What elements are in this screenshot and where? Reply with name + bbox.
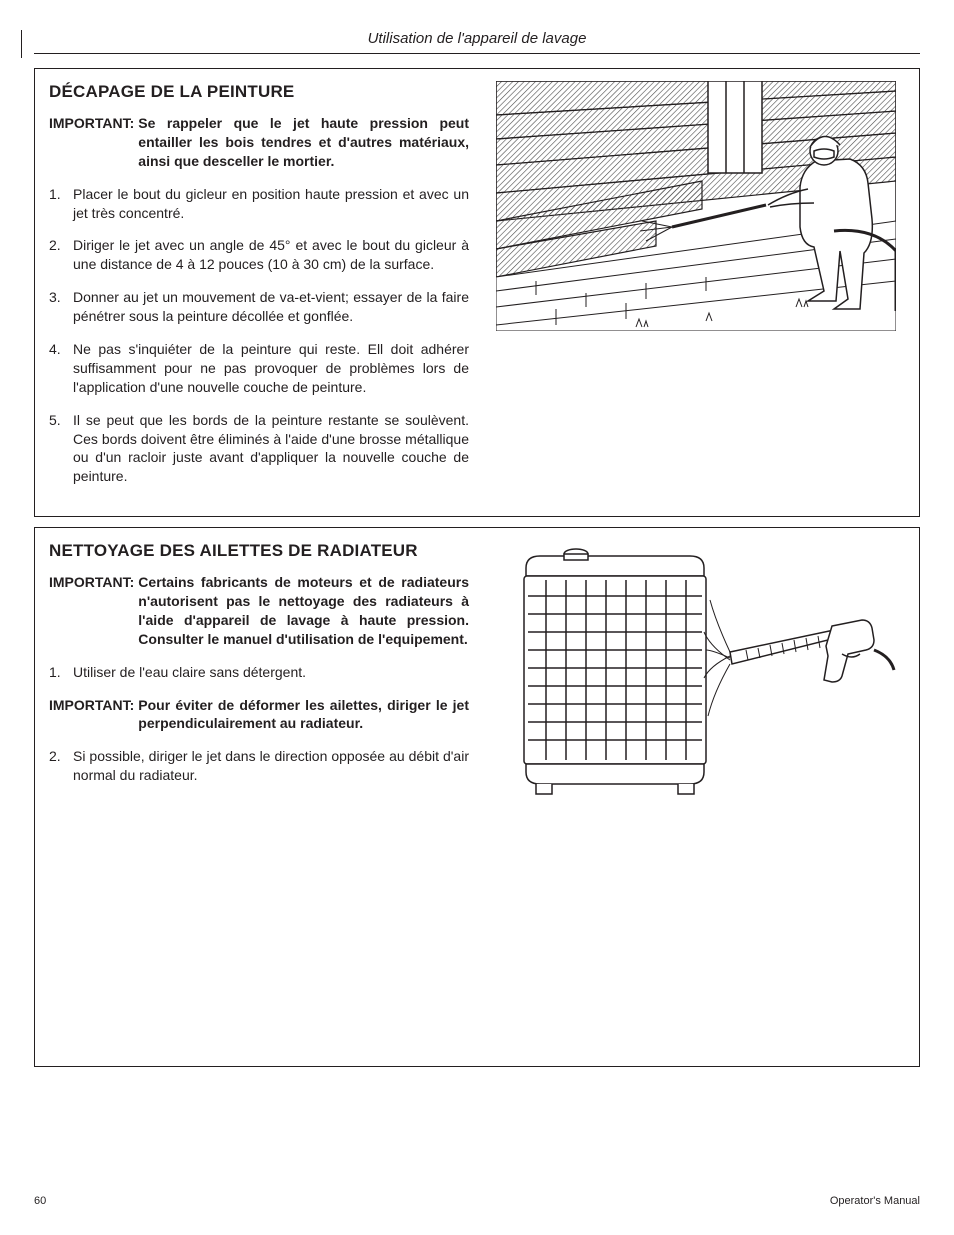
step-text: Donner au jet un mouvement de va-et-vien… xyxy=(73,288,469,326)
page-number: 60 xyxy=(34,1195,46,1207)
step-text: Ne pas s'inquiéter de la peinture qui re… xyxy=(73,340,469,397)
step-text: Utiliser de l'eau claire sans détergent. xyxy=(73,663,469,682)
text-column-1: DÉCAPAGE DE LA PEINTURE IMPORTANT: Se ra… xyxy=(49,81,469,500)
important-label: IMPORTANT: xyxy=(49,114,138,171)
step-text: Il se peut que les bords de la peinture … xyxy=(73,411,469,487)
panel-radiator-fins: NETTOYAGE DES AILETTES DE RADIATEUR IMPO… xyxy=(34,527,920,1067)
section-title-2: NETTOYAGE DES AILETTES DE RADIATEUR xyxy=(49,540,469,563)
step-text: Diriger le jet avec un angle de 45° et a… xyxy=(73,236,469,274)
step-item: Si possible, diriger le jet dans le dire… xyxy=(49,747,469,785)
section-title-1: DÉCAPAGE DE LA PEINTURE xyxy=(49,81,469,104)
step-text: Placer le bout du gicleur en position ha… xyxy=(73,185,469,223)
steps-list-2b: Si possible, diriger le jet dans le dire… xyxy=(49,747,469,785)
important-note-1: IMPORTANT: Se rappeler que le jet haute … xyxy=(49,114,469,171)
illustration-2-container xyxy=(487,540,905,800)
important-note-2a: IMPORTANT: Certains fabricants de moteur… xyxy=(49,573,469,649)
step-item: Il se peut que les bords de la peinture … xyxy=(49,411,469,487)
text-column-2: NETTOYAGE DES AILETTES DE RADIATEUR IMPO… xyxy=(49,540,469,799)
running-head: Utilisation de l'appareil de lavage xyxy=(34,30,920,54)
radiator-illustration xyxy=(496,540,896,800)
important-label: IMPORTANT: xyxy=(49,573,138,649)
page: Utilisation de l'appareil de lavage DÉCA… xyxy=(0,0,954,1235)
manual-label: Operator's Manual xyxy=(830,1195,920,1207)
important-text-2a: Certains fabricants de moteurs et de rad… xyxy=(138,573,469,649)
important-text-1: Se rappeler que le jet haute pression pe… xyxy=(138,114,469,171)
panel-paint-stripping: DÉCAPAGE DE LA PEINTURE IMPORTANT: Se ra… xyxy=(34,68,920,517)
side-rule xyxy=(21,30,22,58)
step-item: Placer le bout du gicleur en position ha… xyxy=(49,185,469,223)
step-text: Si possible, diriger le jet dans le dire… xyxy=(73,747,469,785)
step-item: Diriger le jet avec un angle de 45° et a… xyxy=(49,236,469,274)
step-item: Ne pas s'inquiéter de la peinture qui re… xyxy=(49,340,469,397)
steps-list-1: Placer le bout du gicleur en position ha… xyxy=(49,185,469,487)
page-footer: 60 Operator's Manual xyxy=(34,1195,920,1207)
step-item: Utiliser de l'eau claire sans détergent. xyxy=(49,663,469,682)
important-label: IMPORTANT: xyxy=(49,696,138,734)
important-text-2b: Pour éviter de déformer les ailettes, di… xyxy=(138,696,469,734)
important-note-2b: IMPORTANT: Pour éviter de déformer les a… xyxy=(49,696,469,734)
step-item: Donner au jet un mouvement de va-et-vien… xyxy=(49,288,469,326)
illustration-1-container xyxy=(487,81,905,331)
paint-stripping-illustration xyxy=(496,81,896,331)
steps-list-2a: Utiliser de l'eau claire sans détergent. xyxy=(49,663,469,682)
